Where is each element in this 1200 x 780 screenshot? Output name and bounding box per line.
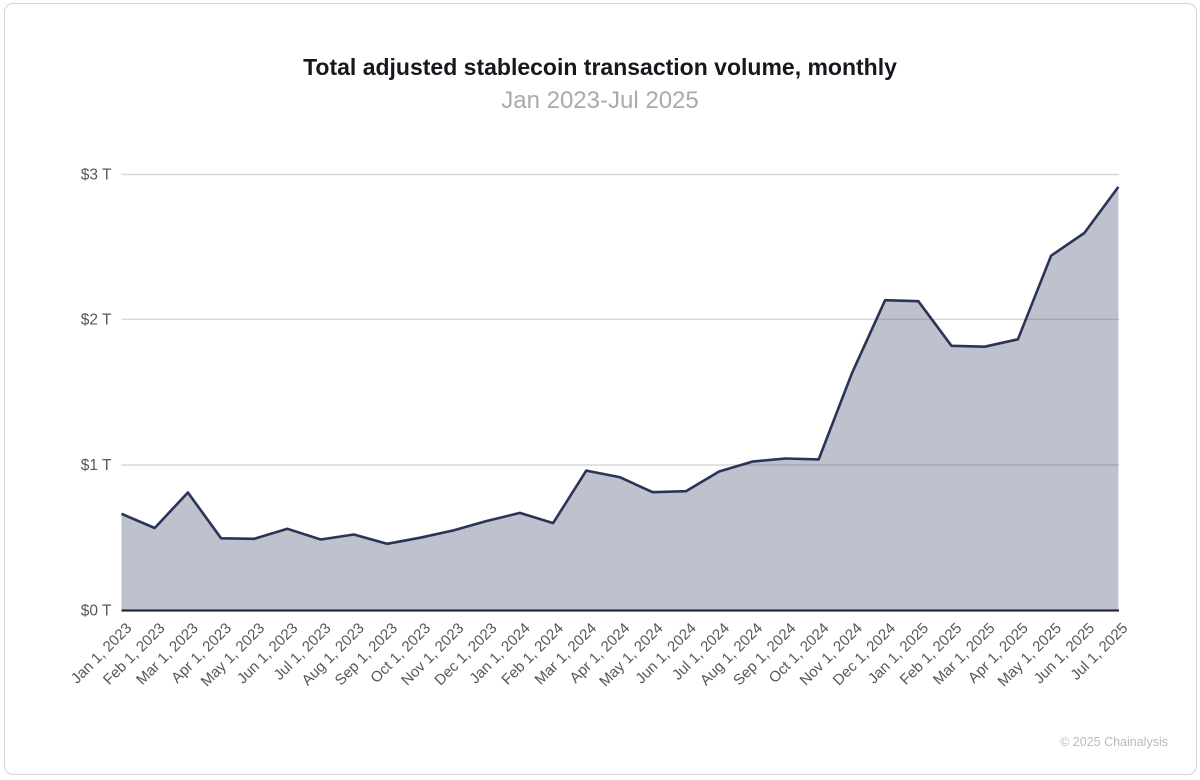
svg-text:$2 T: $2 T <box>81 311 112 328</box>
svg-text:$0 T: $0 T <box>81 603 112 620</box>
svg-text:$3 T: $3 T <box>81 167 112 184</box>
svg-text:$1 T: $1 T <box>81 457 112 474</box>
